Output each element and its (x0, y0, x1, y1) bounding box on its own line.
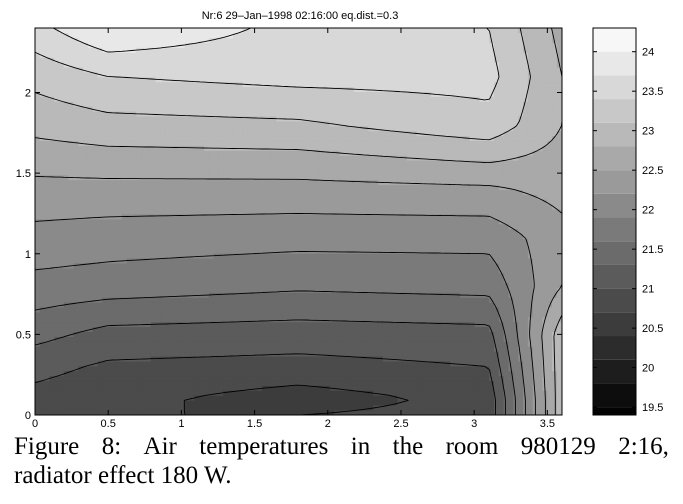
colorbar-band (593, 383, 636, 408)
colorbar-band (593, 51, 636, 76)
y-tick-label: 1 (25, 249, 31, 261)
plot-frame (34, 27, 563, 416)
y-tick-label: 1.5 (16, 168, 31, 180)
colorbar-band (593, 407, 636, 416)
contour-line-21-6 (35, 290, 516, 415)
colorbar-band (593, 99, 636, 123)
caption-line-1: Figure 8: Air temperatures in the room 980129 2:… (14, 432, 669, 461)
contour-line-23-4 (35, 28, 500, 101)
x-axis: 0 0.5 1 1.5 2 2.5 3 3.5 (32, 28, 555, 430)
colorbar-tick-label: 23.5 (642, 86, 663, 98)
chart-title: Nr:6 29–Jan–1998 02:16:00 eq.dist.=0.3 (202, 10, 399, 22)
caption-word: room (445, 433, 499, 460)
contour-line-21-3 (35, 319, 506, 415)
caption-word: Air (143, 433, 177, 460)
contour-line-22-8 (35, 28, 562, 415)
contour-line-21 (35, 353, 496, 415)
colorbar-frame (592, 27, 637, 416)
colorbar-band (593, 146, 636, 171)
colorbar-band (593, 170, 636, 194)
y-tick-label: 2 (25, 88, 31, 100)
colorbar-tick-label: 20 (642, 363, 654, 375)
colorbar-band (593, 264, 636, 289)
caption-word: 8: (101, 433, 122, 460)
colorbar-tick-label: 21.5 (642, 244, 663, 256)
x-tick-label: 1 (178, 418, 184, 430)
contour-fill-layer (35, 28, 562, 415)
x-tick-label: 0 (32, 418, 38, 430)
y-tick-label: 0.5 (16, 329, 31, 341)
contour-line-22-2 (35, 213, 536, 415)
x-tick-label: 3.5 (540, 418, 555, 430)
colorbar-band (593, 217, 636, 242)
colorbar-band (593, 312, 636, 337)
colorbar-tick-label: 23 (642, 126, 654, 138)
colorbar-band (593, 359, 636, 384)
y-tick-label: 0 (25, 410, 31, 422)
contour-line-21-9 (35, 251, 526, 415)
colorbar-tick-label: 22 (642, 205, 654, 217)
y-axis: 0 0.5 1 1.5 2 (16, 88, 562, 422)
colorbar-band (593, 193, 636, 218)
colorbar-tick-label: 24 (642, 47, 654, 59)
colorbar-tick-label: 22.5 (642, 165, 663, 177)
caption-word: 2:16, (618, 433, 669, 460)
colorbar-band (593, 336, 636, 360)
colorbar-tick-label: 20.5 (642, 323, 663, 335)
x-tick-label: 2 (325, 418, 331, 430)
x-tick-label: 1.5 (247, 418, 262, 430)
colorbar: 19.5 20 20.5 21 21.5 22 22.5 23 23.5 24 (592, 27, 663, 416)
colorbar-tick-label: 19.5 (642, 402, 663, 414)
x-tick-label: 2.5 (393, 418, 408, 430)
colorbar-band (593, 288, 636, 313)
colorbar-band (593, 75, 636, 100)
caption-word: in (350, 433, 371, 460)
contour-line-22-5 (35, 175, 562, 415)
colorbar-band (593, 241, 636, 265)
caption-line-2: radiator effect 180 W. (14, 462, 232, 489)
caption-word: Figure (14, 433, 80, 460)
caption-word: temperatures (199, 433, 329, 460)
caption-word: the (392, 433, 424, 460)
colorbar-band (593, 122, 636, 147)
contour-line-23-1 (35, 28, 531, 141)
colorbar-band (593, 28, 636, 52)
contour-line-layer (35, 28, 562, 415)
x-tick-label: 3 (471, 418, 477, 430)
x-tick-label: 0.5 (101, 418, 116, 430)
colorbar-tick-label: 21 (642, 284, 654, 296)
contour-figure: Nr:6 29–Jan–1998 02:16:00 eq.dist.=0.3 0… (16, 10, 664, 430)
caption-word: 980129 (520, 433, 596, 460)
figure-caption: Figure 8: Air temperatures in the room 980129 2:… (14, 432, 669, 490)
